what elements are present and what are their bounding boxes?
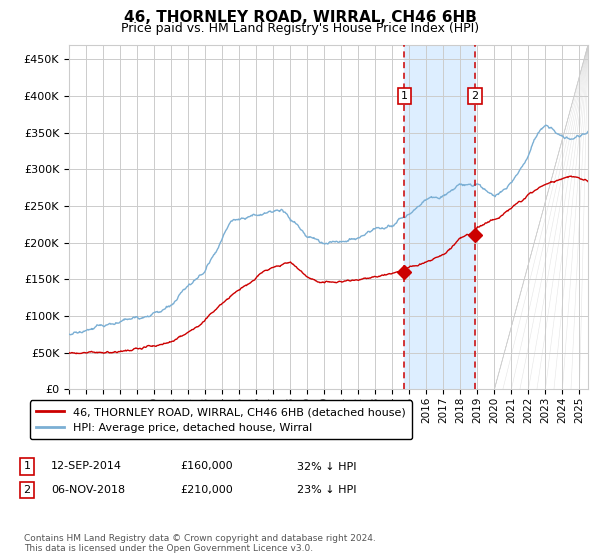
Text: 32% ↓ HPI: 32% ↓ HPI	[297, 461, 356, 472]
Legend: 46, THORNLEY ROAD, WIRRAL, CH46 6HB (detached house), HPI: Average price, detach: 46, THORNLEY ROAD, WIRRAL, CH46 6HB (det…	[29, 400, 412, 439]
Text: Price paid vs. HM Land Registry's House Price Index (HPI): Price paid vs. HM Land Registry's House …	[121, 22, 479, 35]
Text: £160,000: £160,000	[180, 461, 233, 472]
Text: 2: 2	[23, 485, 31, 495]
Text: 46, THORNLEY ROAD, WIRRAL, CH46 6HB: 46, THORNLEY ROAD, WIRRAL, CH46 6HB	[124, 10, 476, 25]
Text: 06-NOV-2018: 06-NOV-2018	[51, 485, 125, 495]
Text: Contains HM Land Registry data © Crown copyright and database right 2024.
This d: Contains HM Land Registry data © Crown c…	[24, 534, 376, 553]
Bar	[404, 45, 475, 389]
Text: 1: 1	[23, 461, 31, 472]
Text: £210,000: £210,000	[180, 485, 233, 495]
Text: 1: 1	[401, 91, 408, 101]
Text: 12-SEP-2014: 12-SEP-2014	[51, 461, 122, 472]
Text: 23% ↓ HPI: 23% ↓ HPI	[297, 485, 356, 495]
Text: 2: 2	[471, 91, 478, 101]
